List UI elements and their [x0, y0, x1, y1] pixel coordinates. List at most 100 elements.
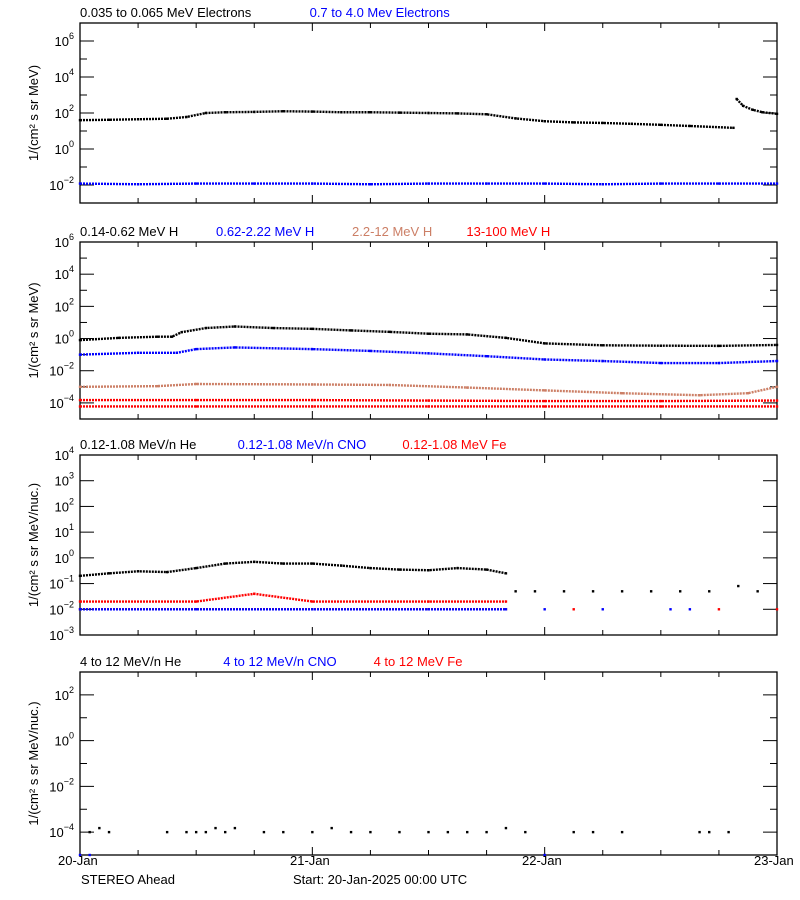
data-point — [349, 830, 353, 834]
y-tick-label: 101 — [55, 522, 74, 540]
data-point — [78, 385, 82, 389]
data-point — [107, 572, 111, 575]
data-point — [446, 830, 450, 834]
series — [78, 405, 779, 408]
data-point — [156, 335, 159, 338]
data-point — [194, 608, 198, 611]
data-point — [340, 564, 343, 567]
data-point — [78, 600, 82, 603]
data-point — [165, 830, 169, 834]
data-point — [185, 115, 188, 119]
legend-entry: 4 to 12 MeV Fe — [374, 654, 463, 669]
data-point — [194, 382, 198, 386]
data-point — [659, 405, 663, 408]
data-point — [78, 574, 82, 578]
data-point — [649, 590, 653, 593]
data-point — [543, 358, 546, 361]
data-point — [427, 182, 430, 185]
data-point — [170, 335, 174, 338]
data-point — [214, 826, 217, 830]
data-point — [543, 342, 546, 345]
data-point — [427, 405, 430, 408]
series — [514, 584, 759, 593]
data-point — [398, 111, 401, 114]
data-point — [620, 590, 624, 593]
data-point — [427, 569, 430, 572]
data-point — [233, 826, 237, 830]
data-point — [466, 830, 469, 834]
y-tick-label: 106 — [55, 232, 74, 250]
series — [78, 560, 508, 578]
data-point — [253, 182, 256, 185]
data-point — [741, 104, 745, 108]
data-point — [775, 359, 779, 363]
data-point — [398, 830, 401, 834]
legend-entry: 13-100 MeV H — [466, 224, 550, 239]
data-point — [204, 111, 208, 115]
data-point — [311, 405, 314, 408]
data-point — [117, 336, 120, 340]
data-point — [233, 325, 237, 328]
data-point — [543, 608, 546, 611]
data-point — [78, 608, 82, 611]
data-point — [282, 830, 285, 834]
data-point — [369, 566, 372, 570]
data-point — [224, 562, 227, 565]
data-point — [388, 383, 391, 387]
data-point — [601, 183, 604, 186]
data-point — [504, 608, 508, 611]
data-point — [659, 399, 663, 403]
y-tick-label: 104 — [55, 445, 74, 463]
data-point — [98, 826, 101, 830]
data-point — [543, 389, 546, 392]
data-point — [659, 123, 663, 127]
data-point — [369, 111, 372, 114]
data-point — [165, 117, 169, 120]
y-axis-label: 1/(cm² s sr MeV) — [26, 282, 41, 378]
plot-frame — [79, 454, 778, 636]
series — [78, 608, 508, 611]
data-point — [427, 111, 430, 115]
series-line — [80, 592, 506, 603]
data-point — [78, 182, 82, 185]
data-point — [504, 336, 508, 340]
data-point — [688, 608, 692, 611]
data-point — [543, 853, 546, 857]
data-point — [156, 384, 159, 388]
data-point — [311, 398, 314, 402]
legend-entry: 2.2-12 MeV H — [352, 224, 432, 239]
data-point — [88, 830, 91, 834]
data-point — [311, 608, 314, 611]
y-tick-label: 104 — [55, 67, 74, 85]
data-point — [572, 830, 575, 834]
data-point — [311, 562, 314, 565]
data-point — [398, 568, 401, 571]
data-point — [572, 121, 575, 124]
data-point — [466, 333, 469, 336]
data-point — [311, 182, 314, 185]
x-tick-label: 20-Jan — [58, 853, 98, 868]
data-point — [349, 329, 353, 332]
data-point — [388, 330, 391, 334]
legend-entry: 4 to 12 MeV/n CNO — [223, 654, 336, 669]
series — [78, 853, 546, 857]
y-tick-label: 10−2 — [49, 776, 74, 794]
data-point — [78, 353, 82, 356]
data-point — [775, 385, 779, 389]
data-point — [466, 386, 469, 389]
panel-3: 10−3 10−2 10−1 100 101 102 103 104 1/(cm² s sr M… — [26, 437, 779, 643]
data-point — [601, 121, 604, 125]
y-tick-label: 102 — [55, 685, 74, 703]
data-point — [591, 590, 595, 593]
data-point — [311, 327, 314, 331]
series — [78, 325, 779, 348]
data-point — [165, 570, 169, 574]
data-point — [504, 826, 508, 830]
data-point — [427, 352, 430, 355]
data-point — [717, 344, 721, 348]
x-tick-label: 21-Jan — [290, 853, 330, 868]
data-point — [427, 399, 430, 402]
data-point — [78, 853, 82, 857]
y-tick-label: 106 — [55, 31, 74, 49]
data-point — [107, 118, 111, 121]
